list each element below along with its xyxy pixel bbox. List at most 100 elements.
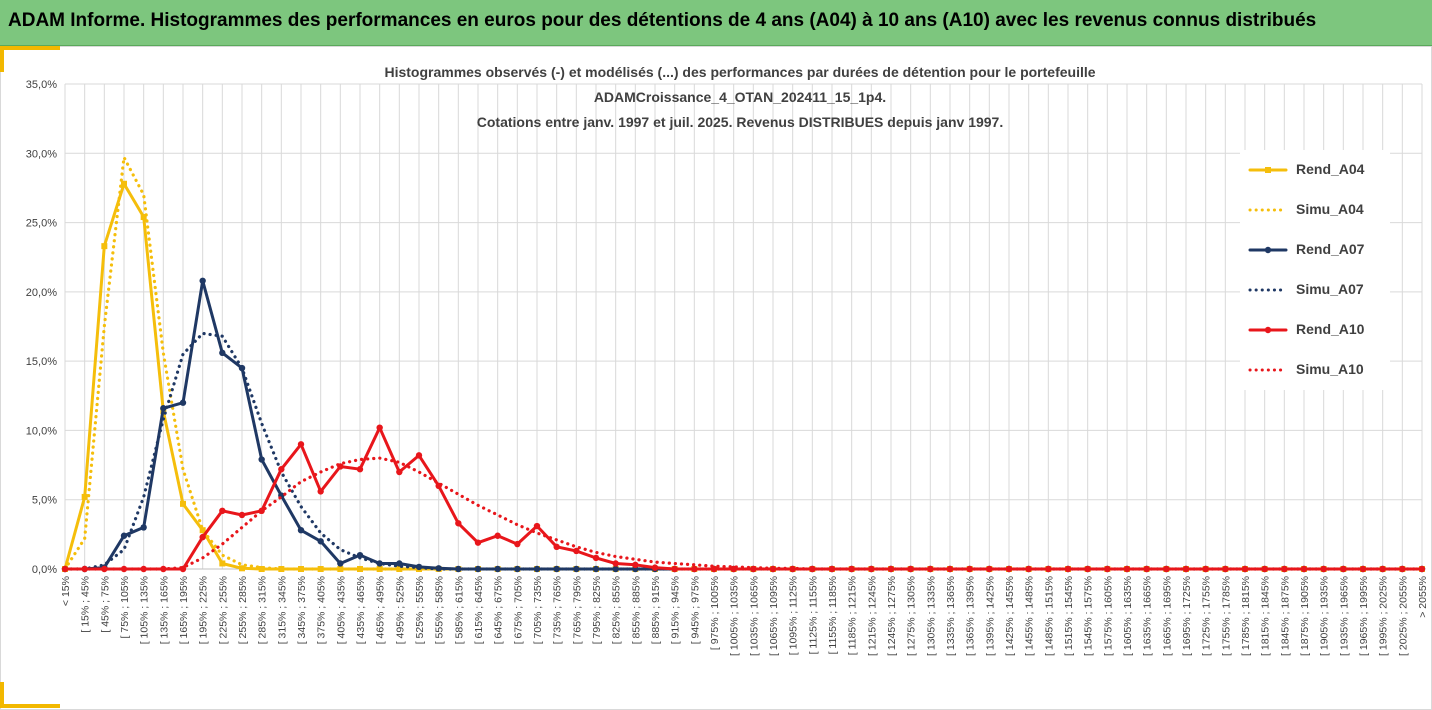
data-point xyxy=(1084,565,1091,573)
data-point xyxy=(514,565,521,573)
x-tick-label: [ 1905% ; 1935% xyxy=(1319,576,1331,656)
data-point xyxy=(750,565,757,573)
data-point xyxy=(553,565,560,573)
data-point xyxy=(769,565,777,573)
x-tick-label: [ 1335% ; 1365% xyxy=(945,576,957,656)
data-point xyxy=(1418,565,1426,573)
x-tick-label: [ 1275% ; 1305% xyxy=(906,576,918,656)
data-point xyxy=(317,488,324,495)
data-point xyxy=(474,565,482,573)
x-tick-label: [ 795% ; 825% xyxy=(591,576,603,644)
data-point xyxy=(474,539,482,546)
data-point xyxy=(101,243,108,250)
data-point xyxy=(376,560,383,567)
series-line-simu_a07 xyxy=(63,331,1424,571)
data-point xyxy=(239,565,245,572)
data-point xyxy=(140,214,147,221)
data-point xyxy=(1005,565,1013,573)
data-point xyxy=(219,507,226,514)
x-tick-label: [ 765% ; 795% xyxy=(571,576,583,644)
legend-label: Simu_A07 xyxy=(1296,281,1364,297)
x-tick-label: [ 495% ; 525% xyxy=(394,576,406,644)
x-tick-label: [ 1545% ; 1575% xyxy=(1083,576,1095,656)
x-tick-label: < 15% xyxy=(60,576,72,606)
data-point xyxy=(199,533,206,541)
legend-item: Simu_A10 xyxy=(1240,360,1390,380)
data-point xyxy=(730,565,737,573)
data-point xyxy=(1045,565,1052,573)
data-point xyxy=(219,560,226,567)
page-title: ADAM Informe. Histogrammes des performan… xyxy=(8,10,1317,31)
data-point xyxy=(1399,565,1406,573)
data-point xyxy=(1163,565,1170,573)
data-point xyxy=(671,565,678,573)
data-point xyxy=(297,527,305,534)
x-tick-label: [ 1095% ; 1125% xyxy=(788,576,800,655)
y-tick-label: 5,0% xyxy=(32,495,57,507)
data-point xyxy=(337,566,344,572)
data-point xyxy=(946,565,954,573)
data-point xyxy=(553,543,560,551)
data-point xyxy=(160,565,167,573)
data-point xyxy=(691,565,698,573)
data-point xyxy=(1340,565,1347,573)
data-point xyxy=(199,527,206,534)
data-point xyxy=(494,565,501,573)
data-point xyxy=(61,565,69,573)
x-tick-label: [ 855% ; 885% xyxy=(630,576,642,644)
chart-title-line-1: Histogrammes observés (-) et modélisés (… xyxy=(384,64,1096,80)
x-tick-label: [ 1425% ; 1455% xyxy=(1004,576,1016,656)
legend-label: Rend_A04 xyxy=(1296,161,1365,177)
x-tick-label: [ 225% ; 255% xyxy=(217,576,229,644)
data-point xyxy=(356,551,364,559)
data-point xyxy=(1182,565,1190,573)
data-point xyxy=(573,565,580,573)
data-point xyxy=(317,538,324,545)
legend-item: Simu_A07 xyxy=(1240,280,1390,300)
x-tick-label: [ 315% ; 345% xyxy=(276,576,288,644)
x-tick-label: [ 435% ; 465% xyxy=(355,576,367,644)
data-point xyxy=(297,441,305,448)
x-tick-label: [ 1665% ; 1695% xyxy=(1161,576,1173,656)
x-tick-label: [ 675% ; 705% xyxy=(512,576,524,644)
data-point xyxy=(81,493,88,500)
x-tick-label: [ 1995% ; 2025% xyxy=(1378,576,1390,656)
x-tick-label: [ 915% ; 945% xyxy=(670,576,682,644)
x-tick-label: [ 705% ; 735% xyxy=(532,576,544,644)
data-point xyxy=(1261,565,1268,573)
x-tick-label: [ 1575% ; 1605% xyxy=(1102,576,1114,656)
x-tick-label: [ 1065% ; 1095% xyxy=(768,576,780,656)
data-point xyxy=(1123,565,1131,573)
x-tick-label: [ 465% ; 495% xyxy=(375,576,387,644)
legend-swatch xyxy=(1248,326,1288,334)
legend-label: Simu_A04 xyxy=(1296,201,1364,217)
x-tick-label: [ 975% ; 1005% xyxy=(709,576,721,650)
data-point xyxy=(1359,565,1367,573)
x-tick-label: [ 255% ; 285% xyxy=(237,576,249,644)
x-tick-label: [ 555% ; 585% xyxy=(434,576,446,644)
x-tick-label: [ 1395% ; 1425% xyxy=(984,576,996,656)
series-line-rend_a04 xyxy=(63,182,1424,571)
legend-swatch xyxy=(1248,246,1288,254)
legend-marker xyxy=(1264,246,1272,254)
data-point xyxy=(592,554,600,562)
data-point xyxy=(121,180,127,187)
data-point xyxy=(219,349,226,357)
header-banner: ADAM Informe. Histogrammes des performan… xyxy=(0,0,1432,46)
x-tick-label: [ 945% ; 975% xyxy=(689,576,701,644)
data-point xyxy=(494,532,501,539)
legend-marker xyxy=(1265,167,1271,173)
data-point xyxy=(140,524,147,531)
data-point xyxy=(180,500,186,507)
y-tick-label: 0,0% xyxy=(32,564,57,576)
data-point xyxy=(258,507,265,514)
data-point xyxy=(1281,565,1288,573)
data-point xyxy=(455,520,462,527)
x-tick-label: [ 195% ; 225% xyxy=(198,576,210,644)
data-point xyxy=(1104,565,1111,573)
data-point xyxy=(966,565,973,573)
x-tick-label: [ 585% ; 615% xyxy=(453,576,465,644)
x-tick-label: [ 1875% ; 1905% xyxy=(1299,576,1311,656)
data-point xyxy=(278,466,285,473)
